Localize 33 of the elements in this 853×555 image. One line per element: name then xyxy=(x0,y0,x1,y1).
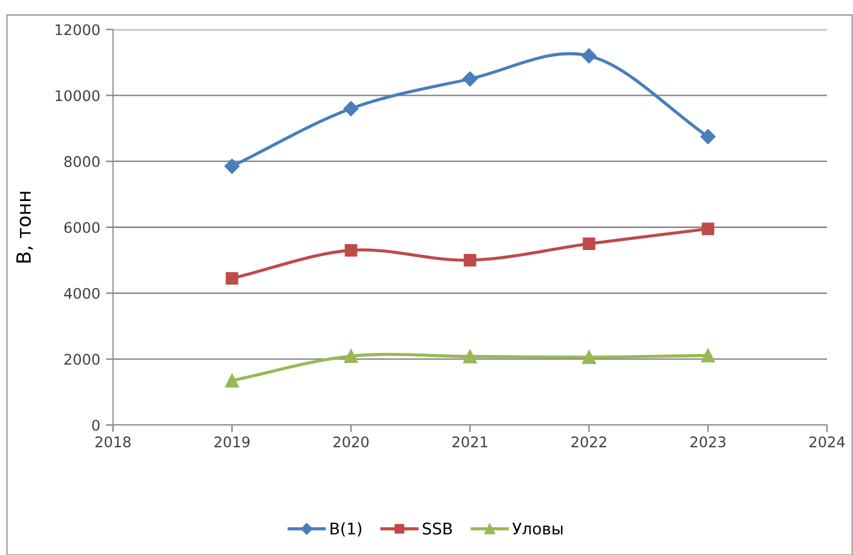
x-tick-label: 2024 xyxy=(810,436,845,448)
point xyxy=(226,272,238,285)
point xyxy=(463,350,477,364)
x-tick-label: 2018 xyxy=(96,436,131,448)
point xyxy=(225,374,239,388)
y-tick-label: 4000 xyxy=(64,288,100,299)
x-tick-label: 2019 xyxy=(214,436,250,448)
legend-label: B(1) xyxy=(330,522,362,537)
point xyxy=(462,71,478,87)
y-tick-label: 8000 xyxy=(64,156,100,168)
point xyxy=(464,254,476,266)
point xyxy=(581,48,597,64)
x-tick-label: 2023 xyxy=(690,436,726,448)
y-tick-label: 2000 xyxy=(64,354,100,365)
point xyxy=(701,348,715,362)
x-tick-label: 2021 xyxy=(452,436,488,448)
point xyxy=(702,222,714,236)
point xyxy=(343,101,359,116)
point xyxy=(582,350,596,364)
legend-label: SSB xyxy=(422,522,452,535)
legend-label: Уловы xyxy=(512,522,562,535)
y-axis-title: B, тонн xyxy=(16,192,33,263)
x-tick-label: 2022 xyxy=(572,436,606,448)
x-tick-label: 2020 xyxy=(334,436,369,448)
point xyxy=(700,129,716,144)
point xyxy=(344,349,358,364)
y-tick-label: 12000 xyxy=(56,24,100,36)
point xyxy=(344,244,358,257)
point xyxy=(582,237,596,250)
point xyxy=(224,158,240,174)
y-tick-label: 6000 xyxy=(64,222,100,233)
y-tick-label: 0 xyxy=(92,420,100,431)
y-tick-label: 10000 xyxy=(56,90,100,102)
